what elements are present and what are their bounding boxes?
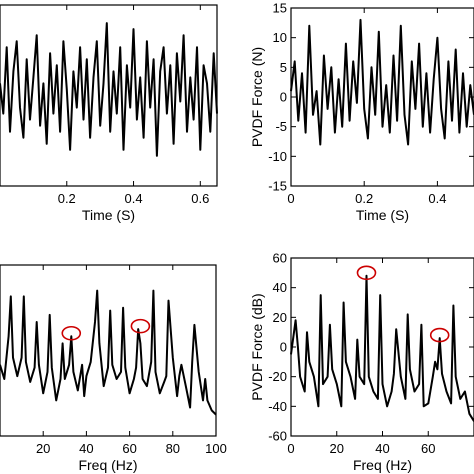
y-tick-label: -40 bbox=[268, 399, 287, 414]
x-tick-label: 80 bbox=[166, 441, 180, 456]
y-tick-label: -15 bbox=[268, 179, 287, 194]
y-tick-label: 15 bbox=[273, 1, 287, 16]
series-line bbox=[290, 274, 474, 422]
x-tick-label: 0.2 bbox=[355, 191, 373, 206]
y-tick-label: 5 bbox=[280, 60, 287, 75]
y-tick-label: 0 bbox=[280, 340, 287, 355]
plot-frame bbox=[0, 4, 218, 187]
x-tick-label: 0 bbox=[287, 441, 294, 456]
x-axis-label: Time (S) bbox=[82, 207, 135, 223]
y-axis-label: PVDF Force (N) bbox=[249, 47, 265, 147]
y-tick-label: 60 bbox=[273, 251, 287, 266]
x-tick-label: 0.4 bbox=[428, 191, 446, 206]
x-tick-label: 100 bbox=[205, 441, 227, 456]
y-tick-label: -10 bbox=[268, 149, 287, 164]
x-axis-label: Freq (Hz) bbox=[78, 457, 137, 473]
peak-highlight-marker bbox=[356, 265, 377, 281]
plot-frame bbox=[0, 264, 217, 437]
series-line bbox=[0, 22, 218, 157]
x-tick-label: 0 bbox=[287, 191, 294, 206]
series-line bbox=[0, 289, 217, 416]
y-tick-label: -20 bbox=[268, 369, 287, 384]
peak-highlight-marker bbox=[429, 327, 450, 343]
peak-highlight-marker bbox=[130, 318, 151, 334]
peak-highlight-marker bbox=[61, 325, 82, 341]
x-tick-label: 20 bbox=[330, 441, 344, 456]
x-tick-label: 40 bbox=[79, 441, 93, 456]
y-tick-label: -60 bbox=[268, 429, 287, 444]
x-tick-label: 60 bbox=[421, 441, 435, 456]
y-tick-label: 40 bbox=[273, 280, 287, 295]
x-axis-label: Freq (Hz) bbox=[353, 457, 412, 473]
plot-top-right: 0 0.2 0.4 -15 -10 -5 0 5 10 15 Time (S) PVDF Force … bbox=[249, 1, 474, 223]
series-line bbox=[290, 18, 474, 146]
y-tick-label: -5 bbox=[275, 119, 287, 134]
y-tick-label: 10 bbox=[273, 30, 287, 45]
y-tick-label: 20 bbox=[273, 310, 287, 325]
x-tick-label: 60 bbox=[122, 441, 136, 456]
x-tick-label: 0.6 bbox=[191, 191, 209, 206]
x-axis-label: Time (S) bbox=[356, 207, 409, 223]
x-tick-label: 0.4 bbox=[124, 191, 142, 206]
plot-top-left: 0.2 0.4 0.6 Time (S) bbox=[0, 4, 218, 223]
plot-bottom-left: 20 40 60 80 100 Freq (Hz) bbox=[0, 264, 227, 473]
y-axis-label: PVDF Force (dB) bbox=[249, 293, 265, 400]
plot-bottom-right: 0 20 40 60 -60 -40 -20 0 20 40 60 Freq (Hz) PVDF For… bbox=[249, 251, 474, 473]
x-tick-label: 40 bbox=[375, 441, 389, 456]
x-tick-label: 0.2 bbox=[58, 191, 76, 206]
x-tick-label: 20 bbox=[36, 441, 50, 456]
y-tick-label: 0 bbox=[280, 90, 287, 105]
